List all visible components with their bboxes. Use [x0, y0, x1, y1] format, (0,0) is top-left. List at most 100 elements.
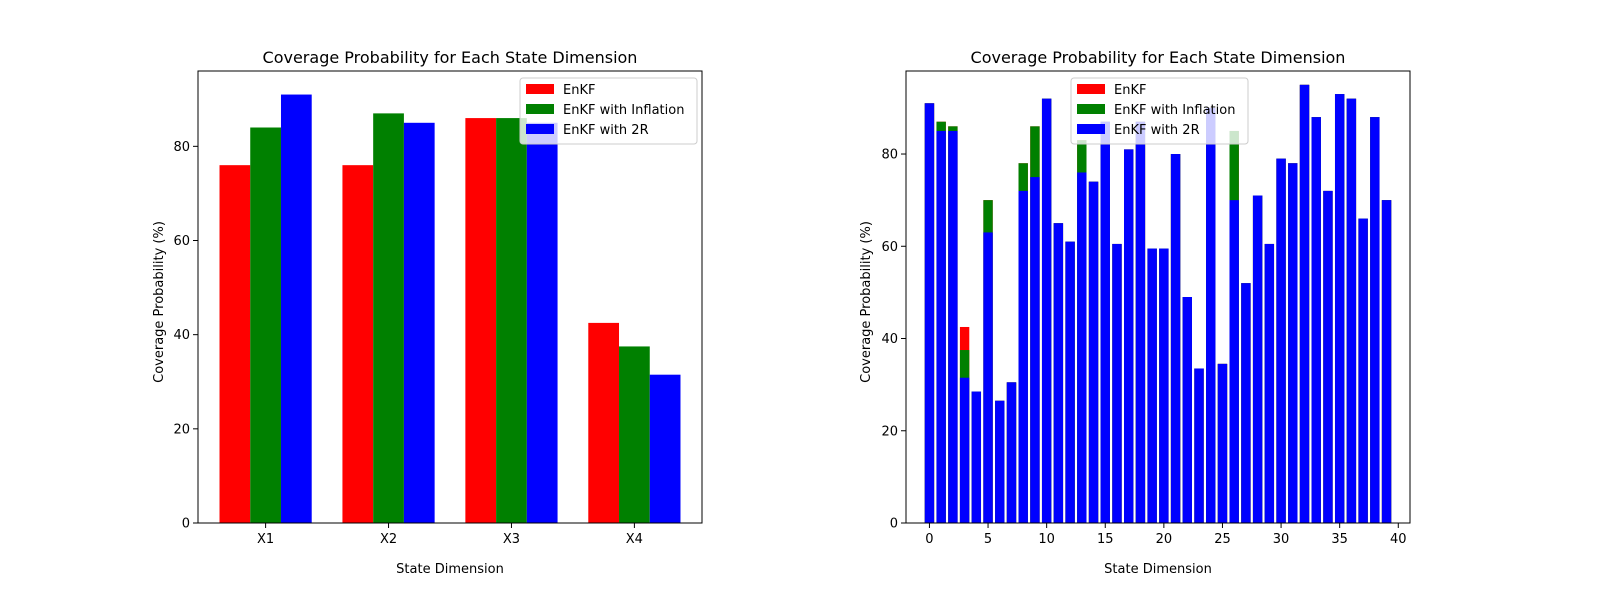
- bar-enkf-with-2r-x1: [280, 94, 312, 524]
- bar-enkf-with-2r-2: [948, 130, 958, 524]
- bar-enkf-with-2r-9: [1030, 177, 1040, 523]
- x-tick-label: X3: [503, 532, 520, 547]
- bar-enkf-x1: [219, 165, 251, 523]
- bar-enkf-with-2r-21: [1170, 154, 1181, 524]
- bar-enkf-with-2r-33: [1311, 117, 1321, 524]
- bar-enkf-with-2r-5: [983, 232, 993, 523]
- x-tick-label: 25: [1214, 532, 1231, 547]
- chart-right-marks: [924, 84, 1392, 524]
- bar-enkf-with-2r-1: [936, 130, 946, 524]
- chart-left-frame: [197, 70, 703, 524]
- bar-enkf-with-2r-30: [1276, 158, 1286, 523]
- chart-right-legend: EnKF EnKF with Inflation EnKF with 2R: [1070, 77, 1249, 145]
- legend-label-enkf-inflation: EnKF with Inflation: [1114, 103, 1235, 118]
- legend-label-enkf-2r: EnKF with 2R: [1114, 123, 1200, 138]
- legend-swatch-enkf-inflation: [1077, 104, 1105, 114]
- legend-swatch-enkf-2r: [526, 124, 554, 134]
- bar-enkf-with-2r-36: [1346, 98, 1357, 524]
- legend-label-enkf-inflation: EnKF with Inflation: [563, 103, 684, 118]
- bar-enkf-x3: [465, 118, 497, 523]
- bar-enkf-with-2r-3: [959, 377, 970, 523]
- x-tick-label: 15: [1097, 532, 1114, 547]
- bar-enkf-with-2r-12: [1065, 241, 1075, 523]
- chart-right-ticks: 0 20 40 60 80 0 5 10 15 20 25 30 35 40: [881, 148, 1406, 547]
- chart-left-ylabel: Coverage Probability (%): [152, 221, 167, 383]
- bar-enkf-with-2r-39: [1381, 200, 1392, 523]
- bar-enkf-with-2r-7: [1006, 382, 1017, 523]
- bar-enkf-with-inflation-x4: [619, 346, 650, 523]
- y-tick-label: 0: [182, 517, 190, 532]
- bar-enkf-with-2r-x2: [403, 122, 435, 524]
- x-tick-label: X2: [380, 532, 397, 547]
- bar-enkf-with-2r-32: [1299, 84, 1310, 523]
- y-tick-label: 20: [173, 422, 190, 437]
- legend-swatch-enkf: [1077, 84, 1105, 94]
- bar-enkf-with-2r-20: [1159, 248, 1169, 524]
- chart-left: Coverage Probability for Each State Dime…: [152, 48, 703, 577]
- x-tick-label: 40: [1390, 532, 1407, 547]
- bar-enkf-with-2r-17: [1124, 149, 1134, 524]
- chart-right: Coverage Probability for Each State Dime…: [859, 48, 1411, 577]
- y-tick-label: 80: [881, 148, 898, 163]
- bar-enkf-with-2r-37: [1358, 218, 1368, 523]
- bar-enkf-with-2r-24: [1206, 107, 1216, 524]
- x-tick-label: X4: [626, 532, 643, 547]
- x-tick-label: 20: [1156, 532, 1173, 547]
- bar-enkf-with-2r-35: [1334, 94, 1345, 524]
- y-tick-label: 40: [881, 332, 898, 347]
- legend-swatch-enkf: [526, 84, 554, 94]
- bar-enkf-with-2r-25: [1217, 363, 1228, 523]
- bar-enkf-with-2r-26: [1229, 200, 1239, 523]
- bar-enkf-with-2r-11: [1053, 223, 1064, 523]
- legend-box: [1070, 77, 1249, 145]
- chart-right-xlabel: State Dimension: [1104, 562, 1212, 577]
- bar-enkf-with-2r-28: [1252, 195, 1263, 523]
- bar-enkf-with-2r-19: [1147, 248, 1157, 524]
- bar-enkf-with-2r-15: [1100, 121, 1110, 524]
- x-tick-label: X1: [257, 532, 274, 547]
- bar-enkf-with-2r-16: [1112, 243, 1122, 524]
- y-tick-label: 80: [173, 140, 190, 155]
- bar-enkf-with-2r-4: [971, 391, 982, 523]
- chart-left-xlabel: State Dimension: [396, 562, 504, 577]
- bar-enkf-with-2r-x4: [649, 374, 681, 523]
- bar-enkf-with-2r-6: [995, 400, 1005, 523]
- y-tick-label: 0: [890, 517, 898, 532]
- x-tick-label: 0: [925, 532, 933, 547]
- chart-left-legend: EnKF EnKF with Inflation EnKF with 2R: [519, 77, 698, 145]
- x-tick-label: 35: [1331, 532, 1348, 547]
- y-tick-label: 60: [173, 234, 190, 249]
- bar-enkf-x2: [342, 165, 374, 523]
- bar-enkf-with-2r-18: [1135, 121, 1146, 524]
- bar-enkf-with-2r-13: [1077, 172, 1087, 523]
- y-tick-label: 20: [881, 424, 898, 439]
- bar-enkf-with-2r-27: [1241, 283, 1251, 523]
- legend-swatch-enkf-inflation: [526, 104, 554, 114]
- bar-enkf-with-2r-10: [1041, 98, 1052, 524]
- x-tick-label: 10: [1038, 532, 1055, 547]
- chart-left-title: Coverage Probability for Each State Dime…: [263, 48, 638, 67]
- chart-left-marks: [219, 94, 681, 524]
- x-tick-label: 30: [1273, 532, 1290, 547]
- y-tick-label: 60: [881, 240, 898, 255]
- chart-right-ylabel: Coverage Probability (%): [859, 221, 874, 383]
- bar-enkf-with-2r-x3: [526, 122, 558, 524]
- y-tick-label: 40: [173, 328, 190, 343]
- bar-enkf-with-2r-34: [1323, 190, 1333, 523]
- bar-enkf-with-2r-0: [924, 103, 935, 524]
- bar-enkf-with-2r-29: [1264, 243, 1275, 524]
- bar-enkf-with-inflation-x1: [250, 127, 281, 523]
- bar-enkf-with-inflation-x3: [496, 118, 527, 523]
- chart-right-frame: [905, 70, 1411, 524]
- bar-enkf-with-inflation-x2: [373, 113, 404, 523]
- bar-enkf-with-2r-38: [1370, 117, 1380, 524]
- bar-enkf-x4: [588, 322, 620, 523]
- legend-label-enkf-2r: EnKF with 2R: [563, 123, 649, 138]
- legend-label-enkf: EnKF: [563, 83, 595, 98]
- chart-left-ticks: 0 20 40 60 80 X1 X2 X3 X4: [173, 140, 643, 547]
- bar-enkf-with-2r-22: [1182, 297, 1192, 523]
- bar-enkf-with-2r-14: [1088, 181, 1099, 523]
- bar-enkf-with-2r-23: [1194, 368, 1204, 523]
- bar-enkf-with-2r-8: [1018, 190, 1028, 523]
